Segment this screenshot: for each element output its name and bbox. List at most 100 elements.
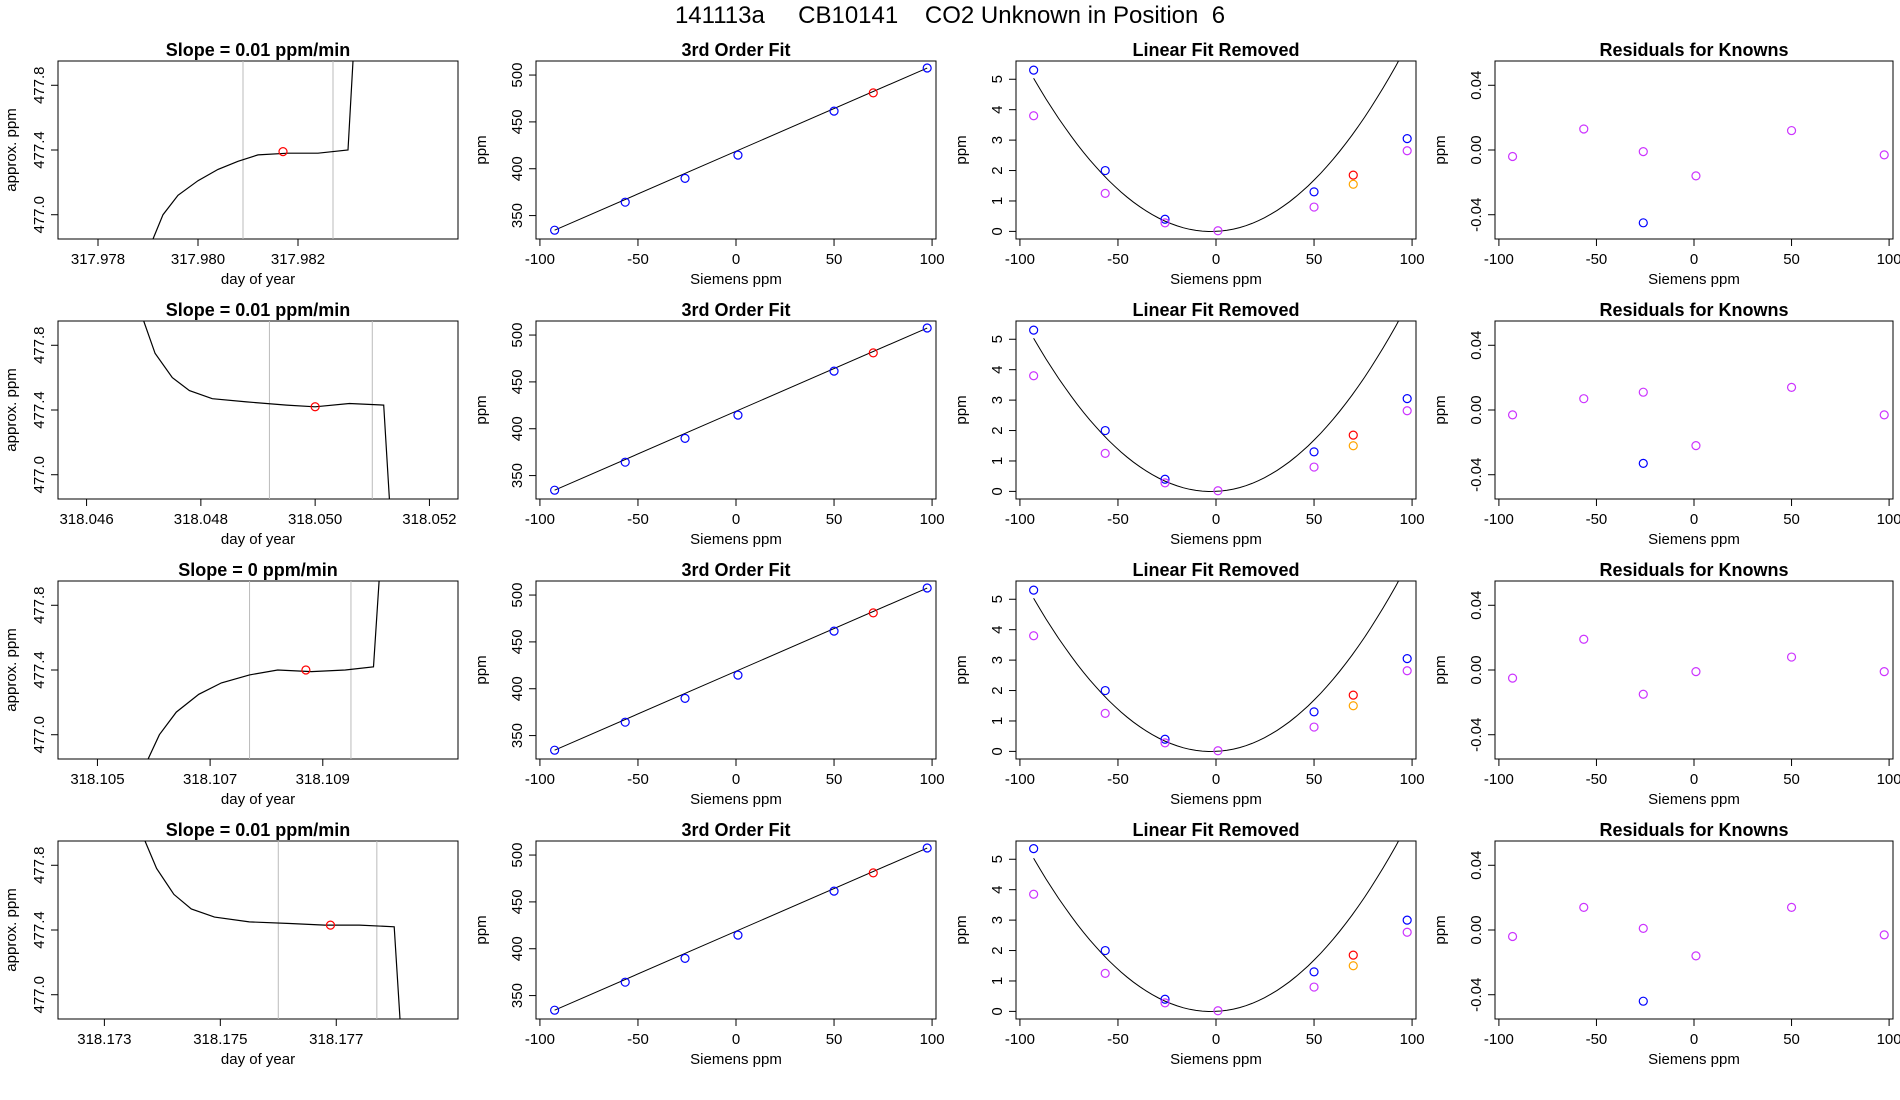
data-point — [733, 670, 743, 680]
data-point — [1100, 685, 1110, 696]
y-tick-label: -0.04 — [1468, 718, 1485, 752]
panel-title: 3rd Order Fit — [681, 300, 790, 320]
y-tick-label: 450 — [509, 109, 526, 134]
data-point — [1100, 165, 1110, 176]
data-point — [1348, 441, 1358, 451]
y-tick-label: 500 — [509, 323, 526, 348]
plot-area — [152, 61, 354, 239]
data-point — [1160, 218, 1170, 228]
y-tick-label: 5 — [989, 335, 1006, 343]
y-axis-label: approx. ppm — [3, 888, 20, 971]
x-tick-label: -50 — [627, 771, 649, 788]
y-tick-label: 4 — [989, 106, 1006, 114]
data-point — [1786, 125, 1797, 136]
trace-line — [143, 321, 390, 499]
y-tick-label: 2 — [989, 166, 1006, 174]
x-axis-label: Siemens ppm — [690, 791, 782, 808]
trace-line — [147, 581, 380, 759]
x-axis-label: Siemens ppm — [1648, 791, 1740, 808]
y-tick-label: 2 — [989, 946, 1006, 954]
plot-area — [1029, 61, 1412, 236]
x-axis-label: Siemens ppm — [1648, 271, 1740, 288]
x-tick-label: 50 — [1783, 511, 1800, 528]
plot-area — [147, 581, 380, 759]
x-tick-label: -50 — [1586, 771, 1608, 788]
plot-frame — [1015, 60, 1417, 240]
data-point — [550, 1005, 560, 1015]
data-point — [1029, 371, 1039, 381]
y-tick-label: 4 — [989, 626, 1006, 634]
x-axis-label: Siemens ppm — [690, 1051, 782, 1068]
data-point — [550, 485, 560, 495]
x-axis-label: Siemens ppm — [1170, 271, 1262, 288]
panel-title: Residuals for Knowns — [1599, 300, 1788, 320]
data-point — [1638, 996, 1648, 1006]
plot-frame — [1494, 60, 1894, 240]
y-tick-label: 5 — [989, 595, 1006, 603]
y-tick-label: 350 — [509, 203, 526, 228]
data-point — [1691, 171, 1701, 181]
plot-frame — [535, 60, 937, 240]
x-tick-label: 50 — [1783, 1031, 1800, 1048]
x-tick-label: 100 — [920, 1031, 945, 1048]
x-tick-label: -50 — [1107, 511, 1129, 528]
data-point — [1348, 170, 1358, 180]
x-tick-label: 0 — [732, 511, 740, 528]
panel-r4-c2: 3rd Order Fit -100 -50 0 50 100 Siemens ppm 350… — [473, 820, 945, 1068]
x-tick-label: 318.048 — [174, 511, 228, 528]
x-axis-label: Siemens ppm — [690, 531, 782, 548]
y-tick-label: 400 — [509, 936, 526, 961]
panel-title: Slope = 0.01 ppm/min — [166, 820, 351, 840]
data-point — [1309, 982, 1319, 992]
plot-frame — [1494, 840, 1894, 1020]
y-tick-label: 2 — [989, 686, 1006, 694]
unknown-marker — [310, 402, 320, 412]
data-point — [868, 608, 878, 618]
x-axis-label: Siemens ppm — [1170, 791, 1262, 808]
plot-frame — [535, 320, 937, 500]
panel-r2-c1: Slope = 0.01 ppm/min 318.046 318.048 318.05… — [3, 300, 459, 548]
x-tick-label: -100 — [1484, 251, 1514, 268]
x-tick-label: -50 — [1586, 511, 1608, 528]
fit-curve — [1033, 841, 1400, 1013]
data-point — [829, 106, 839, 116]
data-point — [1786, 902, 1797, 912]
data-point — [680, 173, 690, 183]
x-tick-label: -100 — [525, 251, 555, 268]
panel-title: Residuals for Knowns — [1599, 820, 1788, 840]
y-tick-label: 400 — [509, 676, 526, 701]
data-point — [733, 410, 743, 420]
plot-area — [550, 843, 932, 1015]
fit-line — [554, 587, 928, 751]
data-point — [1402, 927, 1412, 937]
data-point — [829, 626, 839, 636]
x-axis-label: day of year — [221, 531, 295, 548]
x-tick-label: -100 — [525, 511, 555, 528]
trace-line — [144, 841, 401, 1019]
y-tick-label: 5 — [989, 855, 1006, 863]
y-axis-label: ppm — [473, 915, 490, 944]
x-tick-label: 100 — [920, 251, 945, 268]
y-axis-label: approx. ppm — [3, 628, 20, 711]
data-point — [1160, 214, 1170, 224]
plot-area — [143, 321, 390, 499]
x-axis-label: day of year — [221, 791, 295, 808]
y-axis-label: ppm — [473, 395, 490, 424]
y-tick-label: 477.0 — [31, 976, 48, 1014]
fit-line — [554, 67, 928, 231]
data-point — [1029, 844, 1039, 854]
y-axis-label: ppm — [1432, 135, 1449, 164]
panel-r3-c2: 3rd Order Fit -100 -50 0 50 100 Siemens ppm 350… — [473, 560, 945, 808]
x-tick-label: 317.982 — [271, 251, 325, 268]
y-tick-label: 450 — [509, 629, 526, 654]
x-tick-label: 50 — [826, 771, 843, 788]
y-tick-label: 0.04 — [1468, 851, 1485, 880]
data-point — [868, 88, 878, 98]
data-point — [1160, 474, 1170, 484]
y-tick-label: 477.8 — [31, 326, 48, 364]
x-tick-label: -100 — [525, 1031, 555, 1048]
data-point — [922, 323, 932, 333]
data-point — [1879, 667, 1889, 677]
plot-frame — [1494, 320, 1894, 500]
panel-r1-c1: Slope = 0.01 ppm/min 317.978 317.980 317.98… — [3, 40, 459, 288]
